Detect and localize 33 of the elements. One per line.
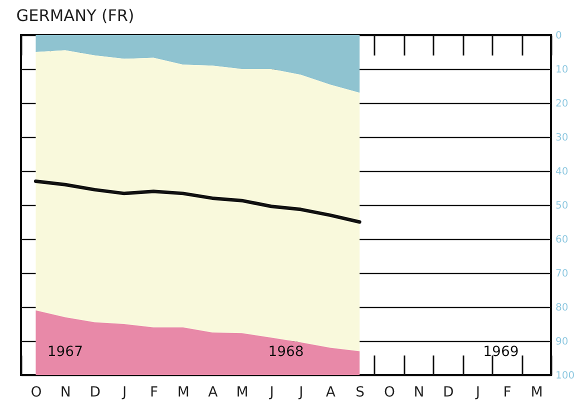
annotation: 1967 (47, 344, 83, 360)
x-tick-label: J (268, 384, 274, 400)
x-tick-label: J (298, 384, 304, 400)
y-tick-label: 10 (556, 64, 568, 76)
y-tick-label: 90 (556, 336, 568, 348)
y-tick-label: 80 (556, 302, 568, 314)
x-tick-label: A (208, 384, 218, 400)
x-tick-label: D (90, 384, 100, 400)
chart-title: GERMANY (FR) (16, 6, 134, 25)
y-tick-label: 50 (556, 200, 568, 212)
y-tick-label: 60 (556, 234, 568, 246)
x-tick-label: J (474, 384, 480, 400)
y-tick-label: 40 (556, 166, 568, 178)
y-tick-label: 70 (556, 268, 568, 280)
x-tick-label: A (326, 384, 336, 400)
annotation: 1968 (268, 344, 304, 360)
x-tick-label: F (150, 384, 158, 400)
y-tick-label: 100 (556, 370, 575, 382)
annotation: 1969 (483, 344, 519, 360)
x-tick-label: O (30, 384, 42, 400)
x-tick-label: N (414, 384, 424, 400)
x-tick-label: D (443, 384, 454, 400)
x-tick-label: J (121, 384, 127, 400)
y-tick-label: 20 (556, 98, 568, 110)
x-tick-label: F (503, 384, 512, 400)
y-tick-label: 0 (556, 30, 562, 42)
x-tick-label: M (530, 384, 543, 400)
x-tick-label: O (384, 384, 396, 400)
x-tick-label: M (236, 384, 248, 400)
x-tick-label: M (177, 384, 190, 400)
x-tick-label: N (60, 384, 71, 400)
y-tick-label: 30 (556, 132, 568, 144)
x-tick-label: S (356, 384, 365, 400)
